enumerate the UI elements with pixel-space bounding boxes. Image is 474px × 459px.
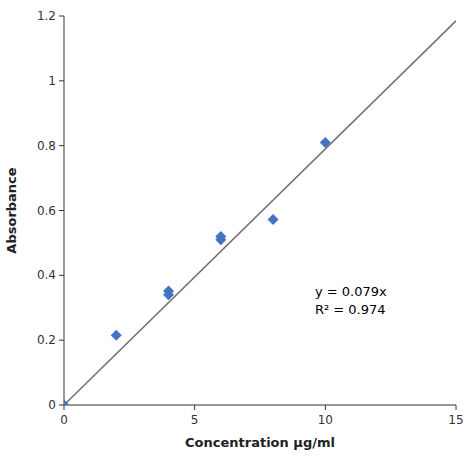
y-tick	[59, 210, 64, 211]
y-tick-label: 0	[48, 398, 56, 412]
annotation-text: R² = 0.974	[315, 302, 386, 317]
y-tick-label: 0.8	[37, 139, 56, 153]
x-axis-line	[64, 405, 456, 406]
annotation-text: y = 0.079x	[315, 284, 387, 299]
axes: 0 5 10 15 0 0.2 0.4 0.6 0.8 1 1.2	[37, 9, 464, 427]
background	[0, 0, 474, 459]
scatter-point	[320, 137, 331, 148]
scatter-point	[268, 214, 279, 225]
y-axis-label: Absorbance	[4, 167, 19, 253]
y-tick-label: 0.4	[37, 268, 56, 282]
scatter-point	[163, 285, 174, 296]
x-tick-label: 0	[60, 413, 68, 427]
y-tick-label: 1.2	[37, 9, 56, 23]
x-tick	[325, 405, 326, 410]
x-tick	[64, 405, 65, 410]
scatter-point	[215, 231, 226, 242]
y-tick-label: 1	[48, 74, 56, 88]
y-tick-label: 0.2	[37, 333, 56, 347]
plot-area	[64, 21, 456, 405]
x-tick	[456, 405, 457, 410]
x-tick-label: 15	[448, 413, 463, 427]
x-tick-label: 5	[191, 413, 199, 427]
y-tick	[59, 16, 64, 17]
y-tick	[59, 340, 64, 341]
y-tick	[59, 405, 64, 406]
x-tick-label: 10	[318, 413, 333, 427]
y-tick	[59, 80, 64, 81]
y-tick	[59, 275, 64, 276]
x-axis-label: Concentration μg/ml	[185, 435, 335, 450]
chart: 0 5 10 15 0 0.2 0.4 0.6 0.8 1 1.2 Concentration μg/…	[0, 0, 474, 459]
chart-container: 0 5 10 15 0 0.2 0.4 0.6 0.8 1 1.2 Concentration μg/…	[0, 0, 474, 459]
y-tick	[59, 145, 64, 146]
x-tick	[194, 405, 195, 410]
annotation: y = 0.079x R² = 0.974	[315, 284, 387, 317]
scatter-point	[64, 400, 70, 406]
y-tick-label: 0.6	[37, 204, 56, 218]
trend-line	[64, 21, 456, 405]
scatter-point	[111, 330, 122, 341]
